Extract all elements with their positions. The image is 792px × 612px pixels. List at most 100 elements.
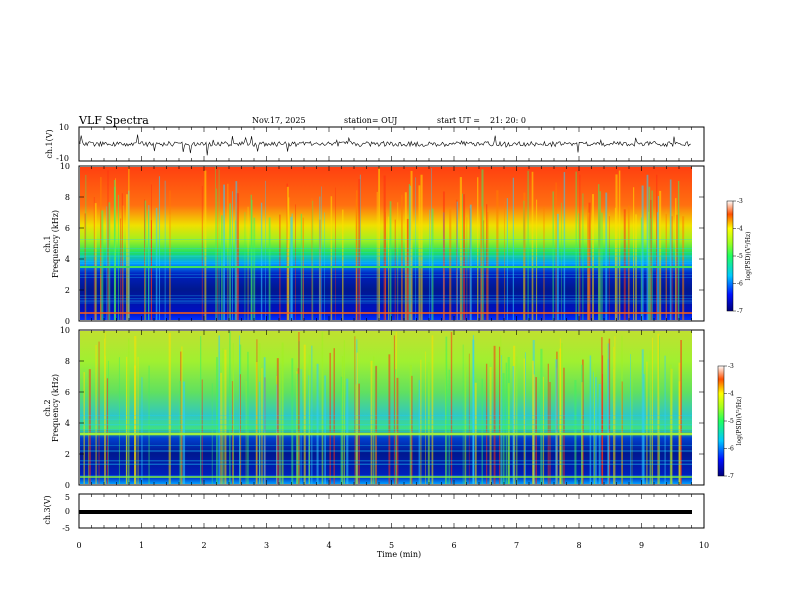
- spectral-streak: [383, 175, 386, 320]
- spectral-streak: [204, 170, 207, 320]
- spectral-streak: [536, 199, 538, 320]
- spectral-streak: [582, 359, 584, 484]
- spectral-streak: [181, 346, 183, 484]
- ch1-spectrogram-panel: 0 2 4 6 8 10 ch.1 Frequency (kHz): [43, 162, 705, 326]
- spectral-streak: [401, 196, 403, 320]
- colorbar-tick-label: -3: [737, 198, 743, 205]
- spectral-streak: [253, 217, 256, 320]
- ch1-ytick-top: 10: [59, 123, 69, 132]
- spectral-streak: [239, 374, 241, 484]
- spectral-streak: [232, 191, 233, 320]
- spectral-streak: [410, 170, 413, 320]
- spectral-streak: [607, 343, 610, 484]
- spectral-streak: [500, 335, 502, 484]
- ch3-ylabel: ch.3(V): [43, 495, 52, 524]
- x-tick-label: 3: [264, 541, 269, 550]
- spectral-streak: [649, 350, 652, 484]
- spectral-streak: [128, 338, 130, 484]
- spectral-streak: [540, 348, 543, 484]
- spectral-streak: [560, 343, 563, 484]
- spectral-streak: [394, 219, 396, 320]
- spectral-streak: [201, 185, 203, 320]
- spectral-streak: [342, 209, 344, 320]
- spectral-streak: [320, 186, 322, 320]
- spectral-streak: [671, 216, 673, 320]
- spectral-streak: [393, 335, 395, 484]
- spectral-streak: [525, 352, 526, 484]
- spectral-streak: [263, 357, 266, 484]
- spectral-streak: [227, 183, 229, 320]
- spectral-streak: [431, 208, 434, 320]
- ch1-spec-ylabel-2: Frequency (kHz): [51, 210, 60, 278]
- colorbar-tick-label: -3: [728, 363, 734, 370]
- spectral-streak: [286, 186, 289, 320]
- ch1-colorbar-label: log(PSD)(V²/Hz): [745, 232, 752, 281]
- spectral-streak: [485, 363, 488, 484]
- spectral-streak: [104, 332, 106, 484]
- y-tick-label: 10: [60, 162, 70, 171]
- spectral-streak: [268, 217, 271, 320]
- spectral-streak: [563, 367, 565, 484]
- spectral-streak: [614, 336, 616, 484]
- spectral-streak: [388, 216, 390, 320]
- spectral-streak: [496, 190, 499, 320]
- spectral-streak: [255, 362, 258, 484]
- spectral-streak: [319, 196, 321, 320]
- spectral-streak: [651, 190, 653, 320]
- spectral-streak: [643, 374, 645, 484]
- x-tick-label: 8: [576, 541, 581, 550]
- y-tick-label: -5: [62, 524, 70, 533]
- spectral-streak: [126, 356, 128, 484]
- spectral-streak: [481, 378, 483, 484]
- spectral-streak: [144, 200, 147, 320]
- spectral-streak: [621, 335, 623, 484]
- spectral-streak: [122, 205, 124, 320]
- spectral-streak: [265, 180, 267, 320]
- ch3-waveform-panel: 5 0 -5 ch.3(V): [43, 493, 705, 533]
- spectral-streak: [592, 194, 594, 320]
- ch3-yticks: 5 0 -5: [62, 493, 70, 533]
- spectral-streak: [106, 378, 109, 484]
- time-axis-label: Time (min): [377, 550, 421, 559]
- spectral-streak: [601, 337, 603, 484]
- spectral-streak: [623, 209, 626, 320]
- spectral-streak: [431, 167, 432, 320]
- spectral-streak: [169, 190, 171, 320]
- spectral-streak: [216, 188, 217, 320]
- spectral-streak: [532, 360, 534, 484]
- spectral-streak: [450, 332, 453, 484]
- spectral-streak: [579, 174, 581, 320]
- spectral-streak: [640, 217, 642, 320]
- spectral-streak: [531, 171, 534, 320]
- spectral-streak: [425, 351, 426, 484]
- spectral-streak: [582, 193, 584, 320]
- spectral-streak: [88, 369, 91, 484]
- spectral-streak: [239, 335, 241, 484]
- spectral-streak: [311, 345, 313, 484]
- spectral-streak: [523, 358, 526, 484]
- spectral-streak: [245, 380, 247, 484]
- spectral-streak: [101, 210, 104, 320]
- spectral-streak: [234, 220, 236, 320]
- spectral-streak: [462, 193, 464, 320]
- spectral-streak: [646, 361, 648, 484]
- ch2-spec-ylabel-1: ch.2: [43, 399, 52, 416]
- spectral-streak: [396, 377, 399, 484]
- spectral-streak: [664, 355, 666, 484]
- spectral-streak: [506, 198, 508, 320]
- x-tick-label: 10: [699, 541, 709, 550]
- spectral-streak: [657, 195, 659, 320]
- spectral-streak: [627, 205, 630, 320]
- colorbar-tick-label: -7: [728, 473, 734, 480]
- y-tick-label: 6: [65, 388, 70, 397]
- start-time: 21: 20: 0: [490, 116, 526, 125]
- spectral-streak: [229, 203, 232, 320]
- spectral-streak: [321, 331, 324, 484]
- spectral-streak: [85, 174, 87, 320]
- spectral-streak: [356, 352, 358, 484]
- spectral-streak: [462, 344, 464, 484]
- spectral-streak: [505, 362, 508, 484]
- x-tick-label: 0: [76, 541, 81, 550]
- ch2-spectrogram-panel: 0 2 4 6 8 10 ch.2 Frequency (kHz): [43, 326, 705, 490]
- spectral-streak: [483, 220, 485, 320]
